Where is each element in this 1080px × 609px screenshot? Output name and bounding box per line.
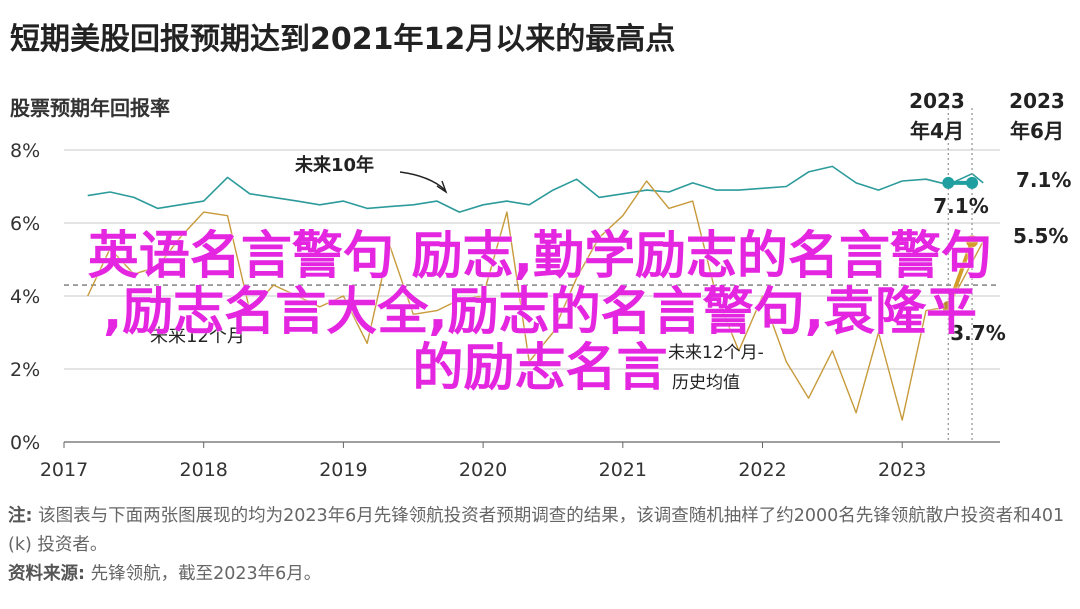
overlay-text-line-1: 英语名言警句 励志,勤学励志的名言警句	[87, 227, 993, 286]
twelve-month-series-line	[87, 180, 984, 421]
y-tick-label: 0%	[10, 432, 40, 454]
y-tick-label: 4%	[10, 286, 40, 308]
ten-year-arrowhead	[436, 180, 448, 194]
highlight-point	[966, 176, 979, 189]
ten-year-april-value: 7.1%	[933, 194, 988, 218]
highlight-point	[942, 176, 955, 189]
twelve-month-april-value: 3.7%	[950, 321, 1005, 345]
june-month-label: 年6月	[1010, 119, 1064, 143]
highlight-point	[966, 235, 979, 248]
june-year-label: 2023	[1009, 89, 1065, 113]
gridlines	[64, 149, 1000, 370]
x-tick-label: 2017	[40, 459, 88, 481]
x-axis: 2017 2018 2019 2020 2021 2022 2023	[40, 441, 1000, 481]
source-text: 先锋领航，截至2023年6月。	[90, 564, 322, 584]
series-lines	[87, 165, 984, 421]
note-label: 注:	[8, 506, 33, 526]
y-axis-tick-labels: 0% 2% 4% 6% 8%	[10, 140, 40, 454]
source-paragraph: 资料来源: 先锋领航，截至2023年6月。	[8, 560, 1073, 589]
april-year-label: 2023	[909, 89, 965, 113]
ten-year-label: 未来10年	[295, 154, 374, 176]
highlight-point	[942, 300, 955, 313]
chart-subtitle: 股票预期年回报率	[10, 96, 170, 120]
source-label: 资料来源:	[8, 564, 85, 584]
overlay-text-line-2: ,励志名言大全,励志的名言警句,袁隆平	[102, 283, 978, 342]
twelve-month-label: 未来12个月	[150, 326, 245, 347]
april-month-label: 年4月	[910, 119, 964, 143]
average-label-line-2: 历史均值	[672, 373, 740, 393]
x-tick-label: 2023	[878, 459, 926, 481]
line-chart: 0%2%4%6%8% 2017 2018 2019 2020 2021 2022 2023 …	[10, 89, 1071, 481]
y-tick-label: 2%	[10, 359, 40, 381]
chart-title: 短期美股回报预期达到2021年12月以来的最高点	[10, 22, 676, 57]
x-tick-label: 2020	[459, 459, 507, 481]
ten-year-arrow	[399, 171, 446, 191]
highlight-markers	[942, 108, 979, 442]
twelve-month-june-value: 5.5%	[1013, 224, 1068, 248]
x-tick-label: 2019	[319, 459, 367, 481]
twelve-month-highlight-segment	[946, 240, 974, 308]
y-tick-label: 8%	[10, 140, 40, 162]
x-tick-label: 2022	[738, 459, 786, 481]
footer-notes: 注: 该图表与下面两张图展现的均为2023年6月先锋领航投资者预期调查的结果，该…	[8, 502, 1073, 589]
note-text: 该图表与下面两张图展现的均为2023年6月先锋领航投资者预期调查的结果，该调查随…	[8, 506, 1065, 555]
y-tick-label: 6%	[10, 213, 40, 235]
x-tick-label: 2018	[180, 459, 228, 481]
ten-year-june-value: 7.1%	[1016, 168, 1071, 192]
note-paragraph: 注: 该图表与下面两张图展现的均为2023年6月先锋领航投资者预期调查的结果，该…	[8, 502, 1073, 560]
x-tick-label: 2021	[599, 459, 647, 481]
average-label-line-1: 未来12个月-	[668, 343, 764, 363]
overlay-text-line-3: 的励志名言	[412, 339, 668, 398]
ten-year-series-line	[87, 165, 984, 213]
